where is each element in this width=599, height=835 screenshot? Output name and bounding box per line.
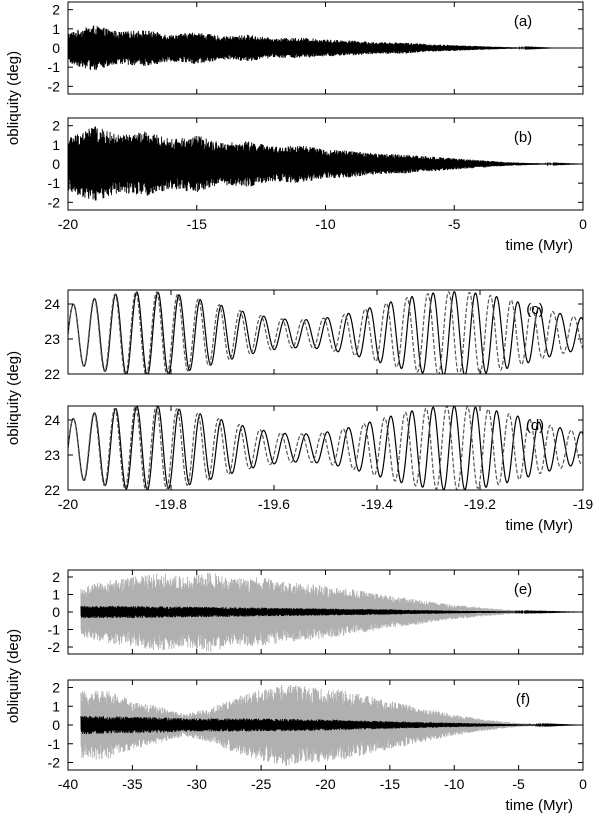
panel-label: (f) — [516, 691, 530, 708]
x-tick-label: -19.2 — [464, 496, 496, 512]
series-line — [80, 715, 583, 735]
y-tick-label: 0 — [52, 156, 60, 172]
panel-f: 2 1 0 -1 -2 -40 -35 -30 -25 -20 -15 -10 -5 0 time (Myr… — [48, 679, 587, 814]
x-tick-label: -19 — [573, 496, 593, 512]
x-axis-label: time (Myr) — [506, 797, 574, 814]
y-tick-label: 24 — [44, 412, 60, 428]
x-tick-label: -20 — [58, 496, 78, 512]
ylabel-bottom: obliquity (deg) — [5, 629, 22, 723]
x-tick-label: -19.6 — [258, 496, 290, 512]
x-tick-label: -19.4 — [361, 496, 393, 512]
series-line — [68, 126, 583, 201]
x-tick-label: -20 — [315, 776, 335, 792]
x-tick-label: -40 — [58, 776, 78, 792]
ylabel-top: obliquity (deg) — [5, 51, 22, 145]
series-line — [68, 406, 583, 490]
x-axis-label: time (Myr) — [506, 517, 574, 534]
y-tick-label: 2 — [52, 118, 60, 134]
y-tick-label: 2 — [52, 569, 60, 585]
series-line — [80, 605, 583, 619]
panel-label: (e) — [514, 581, 532, 598]
plot-frame — [67, 289, 584, 375]
y-tick-label: -2 — [48, 194, 61, 210]
series-line — [68, 406, 583, 490]
y-tick-label: 1 — [52, 21, 60, 37]
y-tick-label: 0 — [52, 40, 60, 56]
series-line — [80, 684, 583, 766]
y-tick-label: 22 — [44, 482, 60, 498]
x-tick-label: -15 — [187, 216, 207, 232]
plot-frame — [67, 405, 584, 491]
panel-label: (a) — [514, 13, 532, 30]
y-tick-label: -2 — [48, 755, 61, 771]
y-tick-label: 1 — [52, 698, 60, 714]
y-tick-label: 2 — [52, 2, 60, 18]
y-tick-label: 0 — [52, 717, 60, 733]
series-line — [68, 25, 583, 71]
y-tick-label: -2 — [48, 78, 61, 94]
x-tick-label: -25 — [251, 776, 271, 792]
x-axis-label: time (Myr) — [506, 237, 574, 254]
x-tick-label: 0 — [579, 216, 587, 232]
panel-label: (c) — [526, 301, 544, 318]
x-tick-label: -10 — [315, 216, 335, 232]
panel-e: 2 10 -1-2 (e) — [48, 569, 584, 655]
y-tick-label: 22 — [44, 366, 60, 382]
x-tick-label: -15 — [380, 776, 400, 792]
y-tick-label: -2 — [48, 639, 61, 655]
x-tick-label: -10 — [444, 776, 464, 792]
x-tick-label: -5 — [512, 776, 525, 792]
x-tick-label: -5 — [448, 216, 461, 232]
y-tick-label: 0 — [52, 604, 60, 620]
y-tick-label: -1 — [48, 736, 61, 752]
y-tick-label: -1 — [48, 622, 61, 638]
x-tick-label: 0 — [579, 776, 587, 792]
y-tick-label: 23 — [44, 447, 60, 463]
ylabel-middle: obliquity (deg) — [5, 351, 22, 445]
x-tick-label: -19.8 — [155, 496, 187, 512]
x-tick-label: -35 — [122, 776, 142, 792]
series-line — [68, 291, 583, 374]
y-tick-label: 24 — [44, 296, 60, 312]
y-tick-label: -1 — [48, 59, 61, 75]
y-tick-label: 2 — [52, 680, 60, 696]
x-tick-label: -30 — [187, 776, 207, 792]
x-tick-label: -20 — [58, 216, 78, 232]
y-tick-label: -1 — [48, 175, 61, 191]
y-tick-label: 23 — [44, 331, 60, 347]
panel-c: 24 23 22 (c) — [44, 289, 584, 382]
series-line — [80, 572, 583, 652]
panel-label: (d) — [526, 417, 544, 434]
panel-label: (b) — [514, 129, 532, 146]
panel-d: 24 23 22-20 -19.8 -19.6 -19.4 -19.2 -19 time (My… — [44, 405, 593, 534]
y-tick-label: 1 — [52, 587, 60, 603]
y-tick-label: 1 — [52, 137, 60, 153]
panel-a: 2 1 0 -1 -2 (a) — [48, 1, 584, 95]
panel-b: 2 1 0 -1 -2 -20 -15 -10 -5 0 time (Myr) (b) — [48, 117, 587, 254]
